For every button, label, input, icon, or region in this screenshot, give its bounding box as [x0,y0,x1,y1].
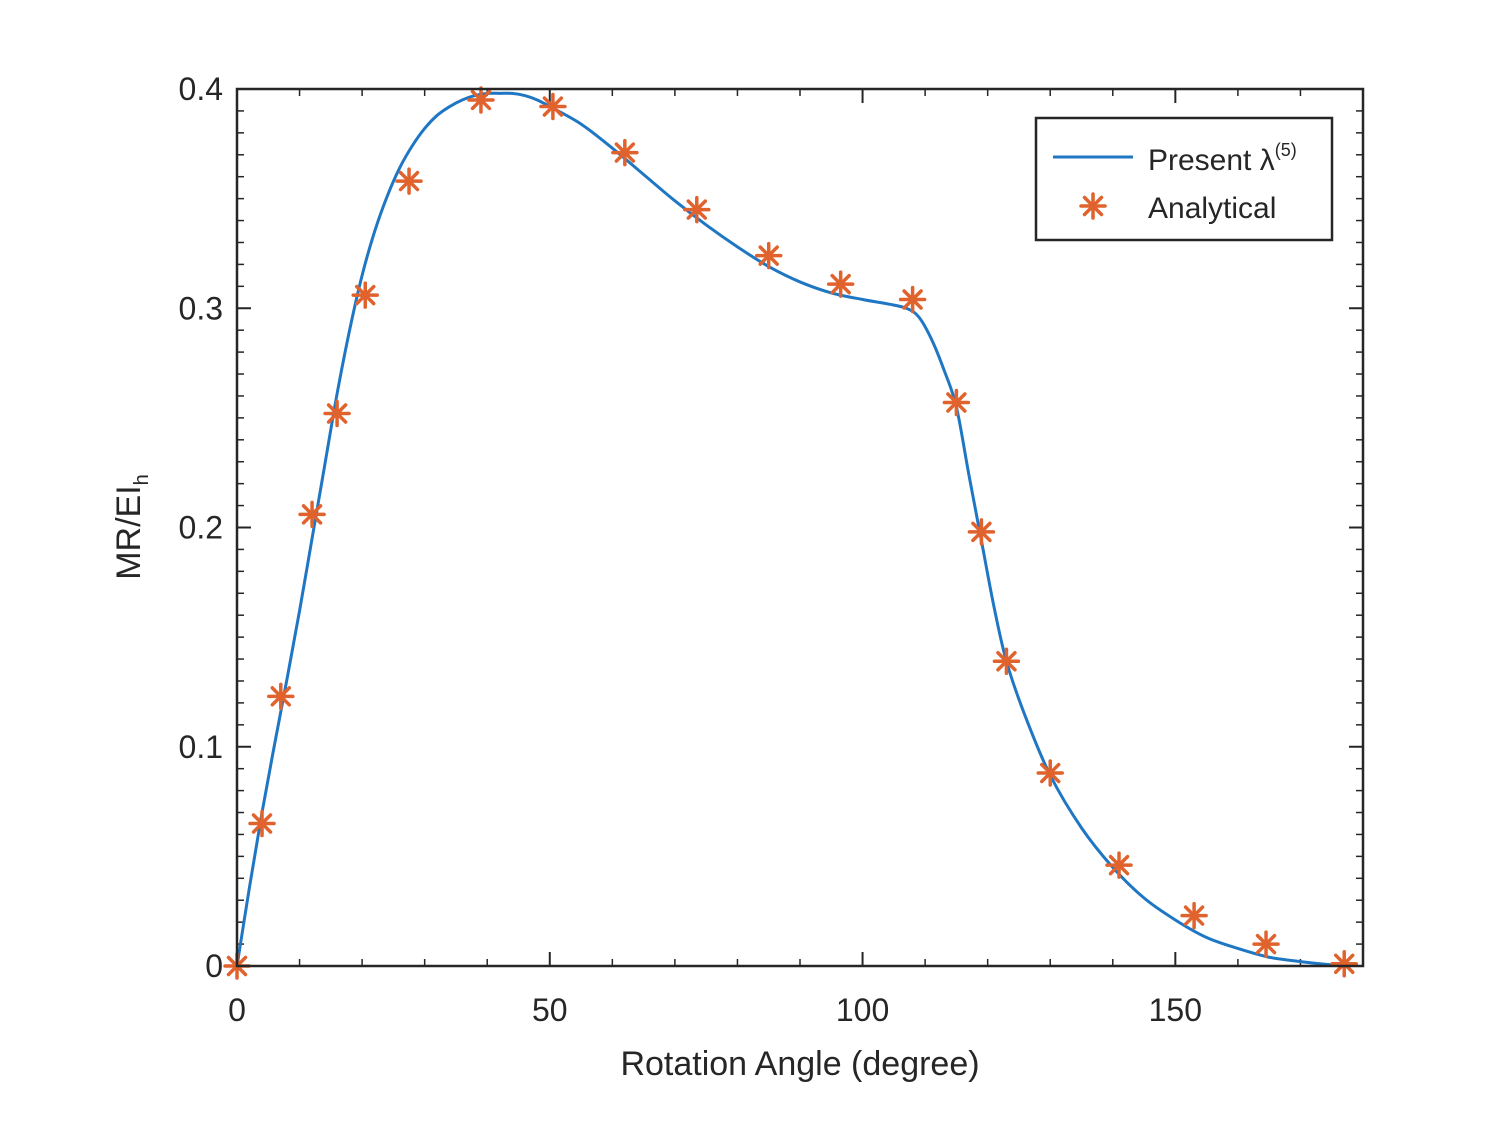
analytical-point [267,682,295,711]
y-tick-label: 0.2 [179,510,223,546]
analytical-point [298,500,326,529]
analytical-point [1036,759,1064,787]
analytical-point [467,86,495,114]
legend-entry-analytical: Analytical [1148,192,1276,225]
analytical-point [351,281,379,309]
x-tick-label: 150 [1149,992,1202,1028]
x-tick-label: 50 [532,992,568,1028]
legend-marker-swatch [1079,192,1107,220]
analytical-point [1180,901,1208,930]
analytical-point [1330,950,1358,978]
y-tick-label: 0.1 [179,729,223,765]
y-tick-label: 0.3 [179,290,223,326]
legend-entry-present: Present λ(5) [1148,140,1297,177]
plot-frame [235,87,1365,968]
y-axis-label-main: MR/EI [110,485,148,579]
series-line-present [235,91,1351,968]
analytical-point [1105,851,1133,879]
x-tick-label: 100 [836,992,889,1028]
y-axis-label: MR/EIh [110,474,153,580]
x-axis-label: Rotation Angle (degree) [620,1045,979,1083]
analytical-point [395,167,423,195]
analytical-point [754,241,783,270]
y-tick-label: 0.4 [179,71,223,107]
analytical-point [1252,930,1280,958]
legend-entry-present-sup: (5) [1275,140,1297,160]
x-tick-label: 0 [228,992,246,1028]
analytical-point [992,647,1021,675]
analytical-point [942,388,971,417]
analytical-point [248,809,276,838]
legend: Present λ(5) Analytical [1034,116,1334,242]
legend-box [1034,116,1334,242]
analytical-point [323,399,351,428]
analytical-point [898,285,927,314]
analytical-point [611,138,639,167]
analytical-point [683,195,711,224]
series-layer [223,86,1358,980]
analytical-point [539,92,567,121]
y-tick-labels: 0 0.1 0.2 0.3 0.4 [179,71,223,984]
legend-star-icon [1079,192,1107,220]
legend-entry-present-label: Present λ [1148,144,1275,177]
analytical-point [967,518,996,546]
y-axis-label-subscript: h [131,474,153,485]
y-tick-label: 0 [205,948,223,984]
analytical-point [826,270,855,298]
x-tick-labels: 0 50 100 150 [228,992,1202,1028]
